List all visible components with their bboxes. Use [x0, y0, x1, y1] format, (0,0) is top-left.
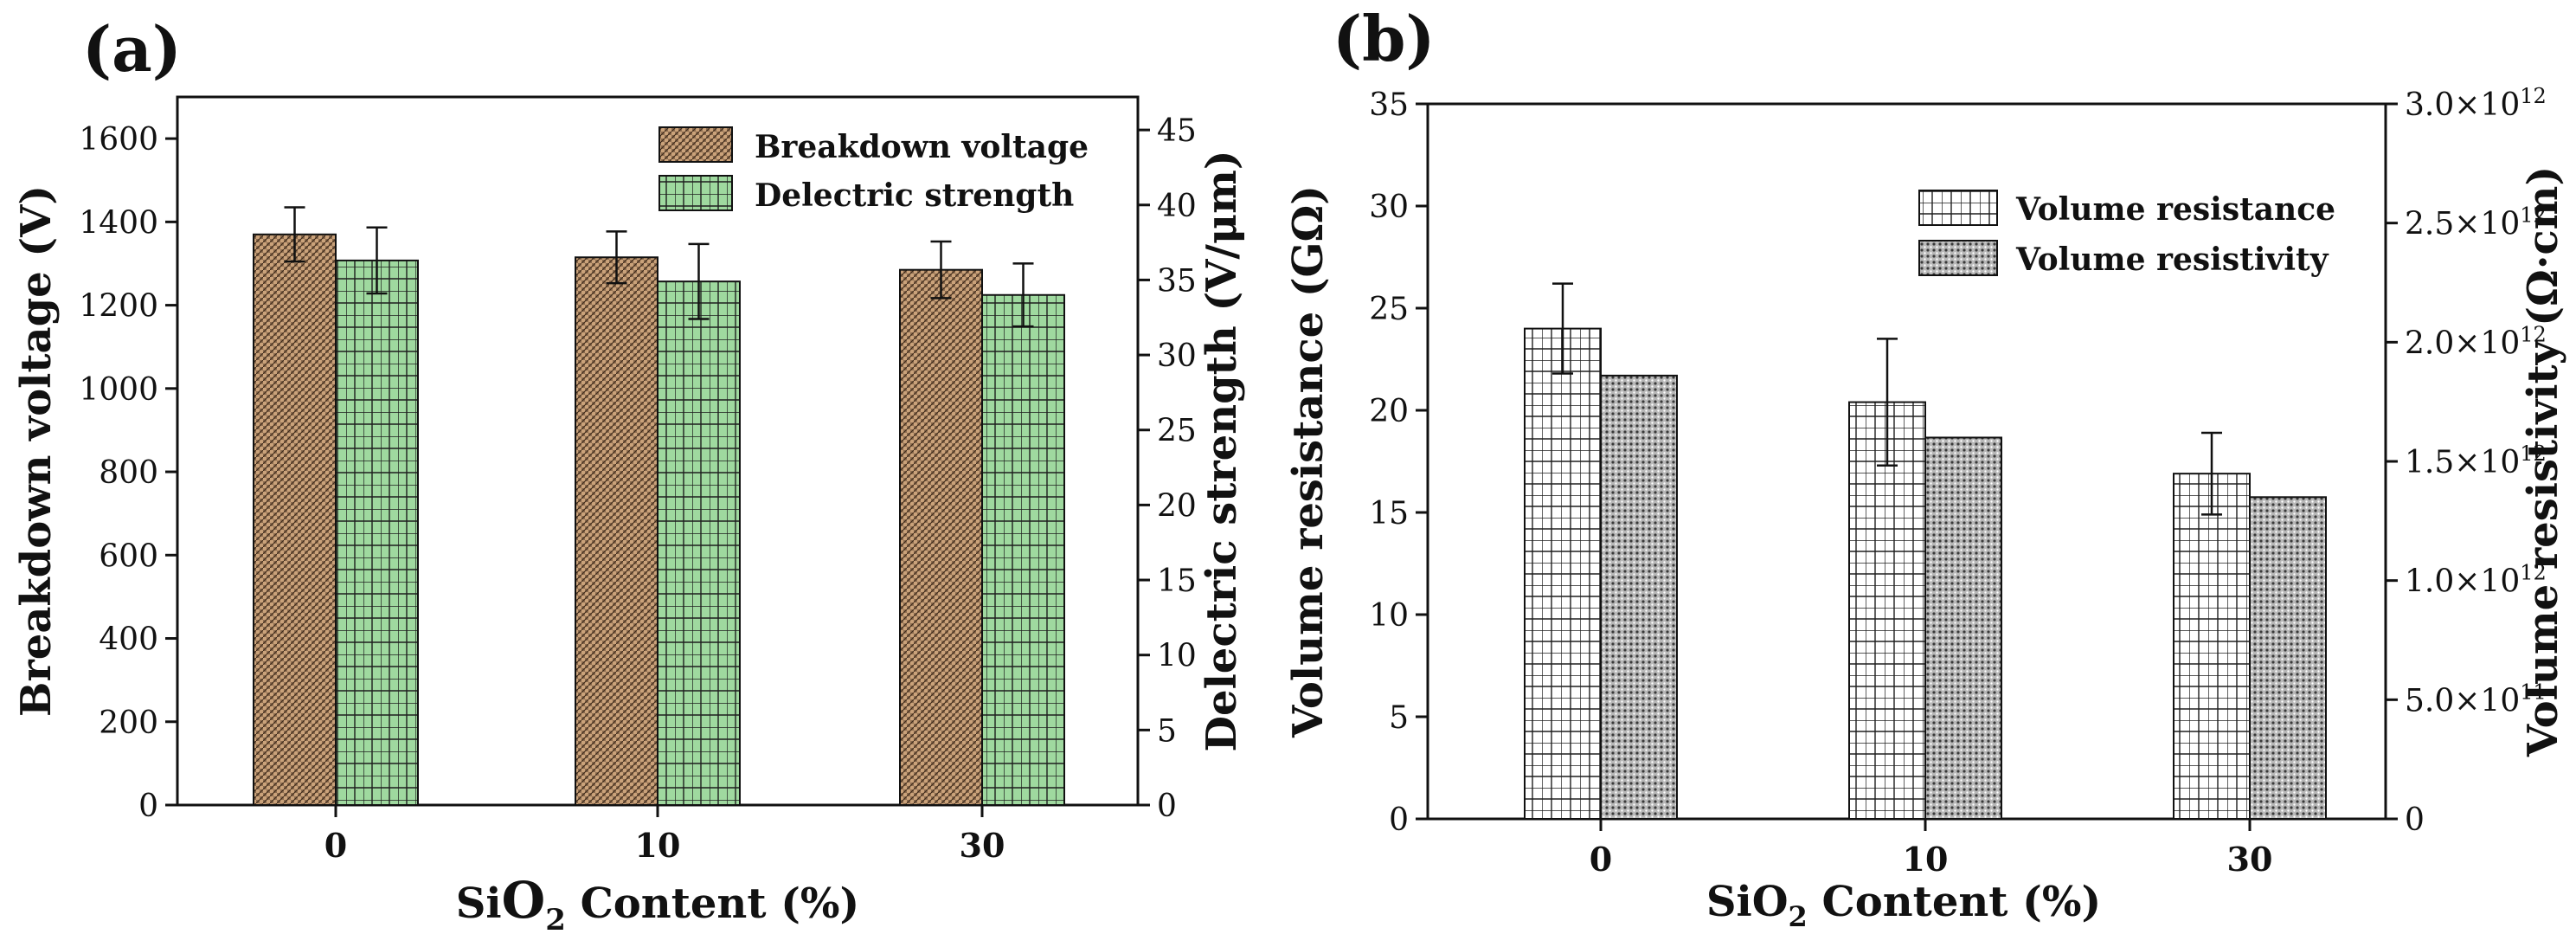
- x-tick-label: 30: [2227, 840, 2273, 879]
- bar-breakdown-voltage: [899, 268, 983, 806]
- y2-tick-label: 35: [1157, 263, 1197, 299]
- bar-breakdown-voltage: [575, 256, 658, 806]
- panel-b-x-tick-labels: 0 10 30: [1590, 840, 2273, 879]
- panel-a-y-axis-title: Breakdown voltage (V): [12, 185, 61, 717]
- y-tick-label: 0: [138, 789, 158, 824]
- x-tick-label: 0: [1590, 840, 1612, 879]
- panel-a-ticks: 0 200 400 600 800 1000 1200 1400 1600 0 5 10 15 20 25 3…: [79, 113, 1196, 824]
- panel-b-x-axis-title: SiO2 Content (%): [1706, 878, 2101, 933]
- y2-tick-label: 20: [1157, 488, 1197, 524]
- panel-a-bars: [253, 206, 1065, 807]
- x-title-post: Content (%): [566, 879, 859, 928]
- bar-volume-resistivity: [1600, 374, 1678, 820]
- legend-label-resistance: Volume resistance: [2015, 191, 2335, 228]
- y2-tick-label: 45: [1157, 113, 1197, 149]
- x-title-sub: 2: [545, 903, 566, 937]
- x-title-pre: Si: [456, 879, 502, 928]
- y-tick-label: 15: [1369, 496, 1409, 531]
- panel-a-x-tick-labels: 0 10 30: [324, 826, 1005, 865]
- x-title-main: O: [502, 871, 546, 930]
- x-tick-label: 30: [960, 826, 1005, 865]
- y2-tick-label: 2.5×1012: [2405, 203, 2547, 242]
- legend-label-breakdown: Breakdown voltage: [755, 129, 1089, 165]
- bar-volume-resistance: [1848, 401, 1926, 820]
- panel-b-legend: Volume resistance Volume resistivity: [1918, 190, 2335, 278]
- legend-swatch-resistance: [1918, 190, 1998, 226]
- panel-a-y2-axis-title: Delectric strength (V/μm): [1198, 150, 1246, 751]
- panel-a-label: (a): [82, 12, 182, 86]
- y-tick-label: 800: [99, 455, 158, 491]
- legend-swatch-breakdown: [658, 126, 733, 163]
- y-tick-label: 10: [1369, 598, 1409, 634]
- y2-tick-label: 0: [1157, 789, 1177, 824]
- panel-a-legend: Breakdown voltage Delectric strength: [658, 126, 1089, 214]
- legend-swatch-resistivity: [1918, 240, 1998, 276]
- y-tick-label: 25: [1369, 292, 1409, 327]
- legend-label-resistivity: Volume resistivity: [2015, 242, 2329, 278]
- legend-label-strength: Delectric strength: [755, 177, 1074, 214]
- y2-tick-label: 1.0×1012: [2405, 561, 2547, 600]
- bar-volume-resistance: [2173, 473, 2251, 820]
- panel-b: (b) 0510152025303505.0×10111.0×10121.5×1…: [1284, 2, 2567, 933]
- x-tick-label: 0: [324, 826, 347, 865]
- y2-tick-label: 25: [1157, 414, 1197, 449]
- panel-b-y-axis-title: Volume resistance (GΩ): [1284, 185, 1333, 738]
- y-tick-label: 1000: [79, 372, 158, 408]
- y-tick-label: 20: [1369, 394, 1409, 429]
- x-title-post: Content (%): [1808, 878, 2101, 926]
- y2-tick-label: 5.0×1011: [2405, 680, 2547, 718]
- x-tick-label: 10: [1903, 840, 1949, 879]
- y-tick-label: 1400: [79, 205, 158, 241]
- bar-volume-resistivity: [1924, 436, 2002, 820]
- y2-tick-label: 5: [1157, 713, 1177, 749]
- bar-delectric-strength: [657, 280, 741, 806]
- y2-tick-label: 40: [1157, 189, 1197, 224]
- y-tick-label: 400: [99, 622, 158, 658]
- y-tick-label: 5: [1389, 700, 1409, 736]
- bar-breakdown-voltage: [253, 233, 337, 807]
- panel-a: (a) 020040060080010001200140016000510152…: [12, 12, 1246, 937]
- bar-volume-resistivity: [2249, 496, 2327, 820]
- y-tick-label: 600: [99, 538, 158, 574]
- panel-a-x-axis-title: SiO2 Content (%): [456, 871, 859, 937]
- bar-delectric-strength: [981, 293, 1065, 807]
- panel-b-y2-axis-title: Volume resistivity (Ω·cm): [2519, 166, 2567, 757]
- y2-tick-label: 3.0×1012: [2405, 84, 2547, 123]
- panel-b-label: (b): [1333, 2, 1435, 75]
- bar-delectric-strength: [335, 259, 419, 807]
- x-title-pre: SiO: [1706, 878, 1789, 926]
- y-tick-label: 30: [1369, 190, 1409, 225]
- y-tick-label: 0: [1389, 802, 1409, 838]
- y2-tick-label: 10: [1157, 639, 1197, 674]
- panel-b-bars: [1524, 282, 2327, 821]
- y2-tick-label: 30: [1157, 338, 1197, 374]
- x-tick-label: 10: [635, 826, 681, 865]
- panel-b-ticks: 0 5 10 15 20 25 30 35 0 5.0×1011 1.0×1012 1.5×1012 2…: [1369, 84, 2547, 838]
- y2-tick-label: 1.5×1012: [2405, 441, 2547, 480]
- x-title-sub: 2: [1789, 900, 1808, 933]
- y-tick-label: 35: [1369, 87, 1409, 123]
- y2-tick-label: 0: [2405, 802, 2425, 838]
- y-tick-label: 1200: [79, 289, 158, 325]
- y-tick-label: 200: [99, 705, 158, 741]
- bar-volume-resistance: [1524, 327, 1602, 821]
- y-tick-label: 1600: [79, 122, 158, 158]
- y2-tick-label: 15: [1157, 564, 1197, 599]
- y2-tick-label: 2.0×1012: [2405, 322, 2547, 361]
- legend-swatch-strength: [658, 175, 733, 211]
